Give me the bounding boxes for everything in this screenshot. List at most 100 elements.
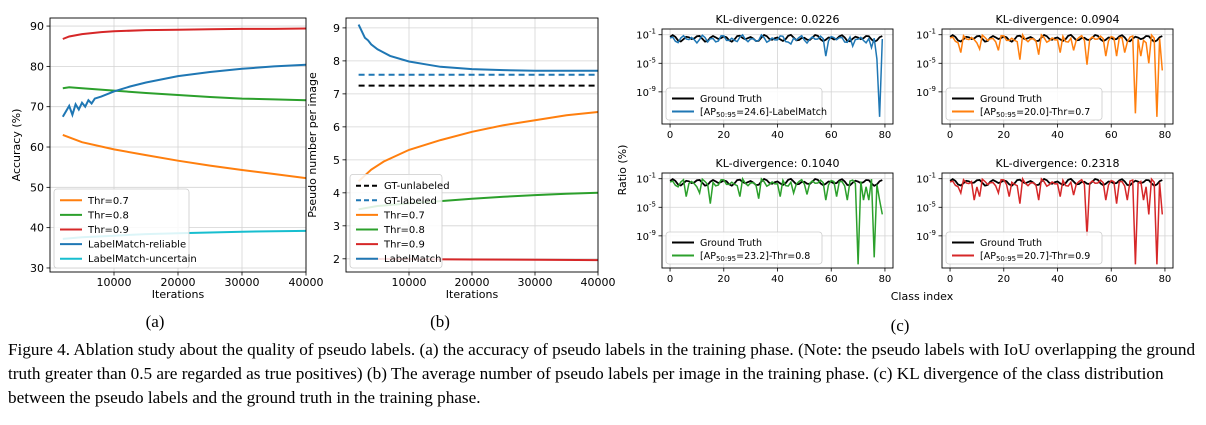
y-axis-label: Accuracy (%) [10,109,23,182]
y-axis-label: Pseudo number per image [306,72,319,218]
series-line-black [949,33,1163,43]
x-tick-label: 20 [997,130,1010,141]
y-tick-label: 7 [333,88,340,101]
x-tick-label: 80 [879,274,892,285]
series-line-orange [357,111,598,183]
legend-box [53,188,190,269]
legend-label: Thr=0.8 [87,210,129,221]
y-tick-label: 8 [333,55,340,68]
y-tick-label: 9 [333,22,340,35]
y-tick-label: 10-5 [636,56,656,70]
series-group [61,27,306,240]
x-tick-label: 60 [825,274,838,285]
legend-label: Thr=0.7 [383,210,425,221]
x-tick-label: 40000 [581,276,616,289]
y-tick-label: 10-9 [636,229,656,243]
x-tick-label: 20000 [161,276,196,289]
series-line-black [669,33,883,43]
chart-title: KL-divergence: 0.0226 [716,13,840,26]
x-tick-label: 0 [947,274,953,285]
series-line-blue [61,63,306,118]
plot-frame [661,28,894,125]
plot-frame [941,28,1174,125]
legend-label: Ground Truth [700,238,762,249]
plot-frame [661,172,894,269]
chart-c1: 0 20 40 60 80 10-1 10-5 10-9 KL-divergence: 0.02… [616,13,894,195]
y-tick-label: 6 [333,121,340,134]
y-tick-label: 90 [30,20,44,33]
y-tick-label: 2 [333,253,340,266]
legend-label: [AP50:95=20.7]-Thr=0.9 [980,251,1090,263]
legend-label: Ground Truth [980,238,1042,249]
x-tick-label: 40 [771,130,784,141]
chart-title: KL-divergence: 0.2318 [996,157,1120,170]
series-group [949,32,1164,117]
legend: Ground Truth [AP50:95=20.7]-Thr=0.9 [945,231,1103,265]
legend-label: LabelMatch-uncertain [88,254,197,265]
x-axis-label: Class index [891,290,954,303]
legend-label: LabelMatch [384,254,442,265]
x-axis-label: Iterations [152,288,205,301]
x-tick-label: 20 [997,274,1010,285]
legend: GT-unlabeled GT-labeled Thr=0.7 Thr=0.8 Thr=… [349,173,450,269]
x-tick-label: 30000 [225,276,260,289]
legend-label: Ground Truth [980,94,1042,105]
x-tick-label: 30000 [518,276,553,289]
y-tick-label: 10-5 [636,200,656,214]
series-line-orange [62,133,306,180]
series-line-red [949,176,1164,265]
x-tick-label: 80 [879,130,892,141]
x-tick-label: 60 [825,130,838,141]
x-tick-label: 0 [667,130,673,141]
series-line-green [62,86,306,102]
y-tick-label: 10-1 [916,28,936,42]
legend-label: Ground Truth [700,94,762,105]
y-tick-label: 5 [333,154,340,167]
figure-canvas: 10000 20000 30000 4000030405060708090Iterat… [10,13,1174,335]
chart-c3: 0 20 40 60 80 10-1 10-5 10-9 KL-divergence: 0.10… [636,157,953,303]
y-tick-label: 10-5 [916,56,936,70]
legend-box [665,231,823,265]
y-tick-label: 10-5 [916,200,936,214]
y-tick-label: 40 [30,222,44,235]
x-axis-label: Iterations [446,288,499,301]
x-tick-label: 20000 [455,276,490,289]
legend-label: GT-unlabeled [384,181,450,192]
x-tick-label: 10000 [392,276,427,289]
y-tick-label: 10-1 [636,28,656,42]
series-group [669,33,884,117]
y-tick-label: 80 [30,60,44,73]
subfigure-label: (c) [891,316,910,335]
series-line-green [669,176,884,265]
legend-box [945,87,1103,121]
series-group [669,176,884,265]
legend: Thr=0.7 Thr=0.8 Thr=0.9 LabelMatch-reliable… [53,188,197,269]
x-tick-label: 60 [1105,274,1118,285]
series-line-red [62,27,306,40]
plot-frame [49,17,307,273]
x-tick-label: 0 [667,274,673,285]
plot-frame [345,17,599,273]
chart-a: 10000 20000 30000 40000 30 40 50 60 70 80 90 Iterat… [10,17,324,331]
y-tick-label: 30 [30,262,44,275]
y-tick-label: 50 [30,181,44,194]
y-tick-label: 4 [333,187,340,200]
legend-box [945,231,1103,265]
x-tick-label: 40 [1051,274,1064,285]
x-tick-label: 40 [1051,130,1064,141]
y-tick-label: 60 [30,141,44,154]
x-tick-label: 10000 [97,276,132,289]
legend: Ground Truth [AP50:95=20.0]-Thr=0.7 [945,87,1103,121]
x-tick-label: 20 [717,130,730,141]
chart-title: KL-divergence: 0.1040 [716,157,840,170]
legend-label: [AP50:95=24.6]-LabelMatch [700,107,827,119]
series-line-black [949,177,1163,187]
series-line-orange [949,32,1164,117]
legend-label: [AP50:95=23.2]-Thr=0.8 [700,251,810,263]
x-tick-label: 40000 [289,276,324,289]
chart-title: KL-divergence: 0.0904 [996,13,1120,26]
legend-label: [AP50:95=20.0]-Thr=0.7 [980,107,1090,119]
subfigure-label: (a) [146,312,165,331]
legend: Ground Truth [AP50:95=23.2]-Thr=0.8 [665,231,823,265]
plot-frame [941,172,1174,269]
